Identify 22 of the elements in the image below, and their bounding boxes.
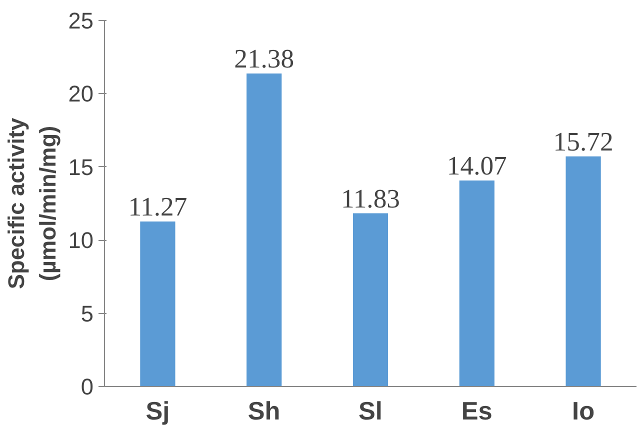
y-axis-title: Specific activity (µmol/min/mg): [3, 117, 60, 290]
x-tick-label: Es: [461, 398, 492, 426]
data-label: 11.27: [128, 192, 188, 222]
y-tick-label: 20: [68, 80, 94, 107]
y-tick-label: 15: [68, 154, 94, 180]
data-label: 21.38: [234, 43, 294, 74]
y-tick-label: 5: [80, 300, 94, 326]
bar: [459, 180, 494, 386]
y-tick-label: 0: [80, 374, 94, 400]
bar: [140, 222, 176, 386]
bar: [352, 213, 388, 386]
x-tick-label: Sh: [248, 398, 280, 426]
y-tick-label: 10: [68, 227, 94, 254]
x-tick-label: Sj: [146, 398, 170, 426]
data-label: 11.83: [341, 183, 400, 214]
bar: [246, 73, 282, 386]
x-tick-label: Io: [572, 398, 595, 426]
data-label: 14.07: [446, 150, 507, 181]
y-tick-label: 25: [68, 8, 94, 34]
bar: [566, 156, 601, 386]
x-tick-label: Sl: [358, 398, 382, 426]
data-label: 15.72: [553, 126, 614, 156]
